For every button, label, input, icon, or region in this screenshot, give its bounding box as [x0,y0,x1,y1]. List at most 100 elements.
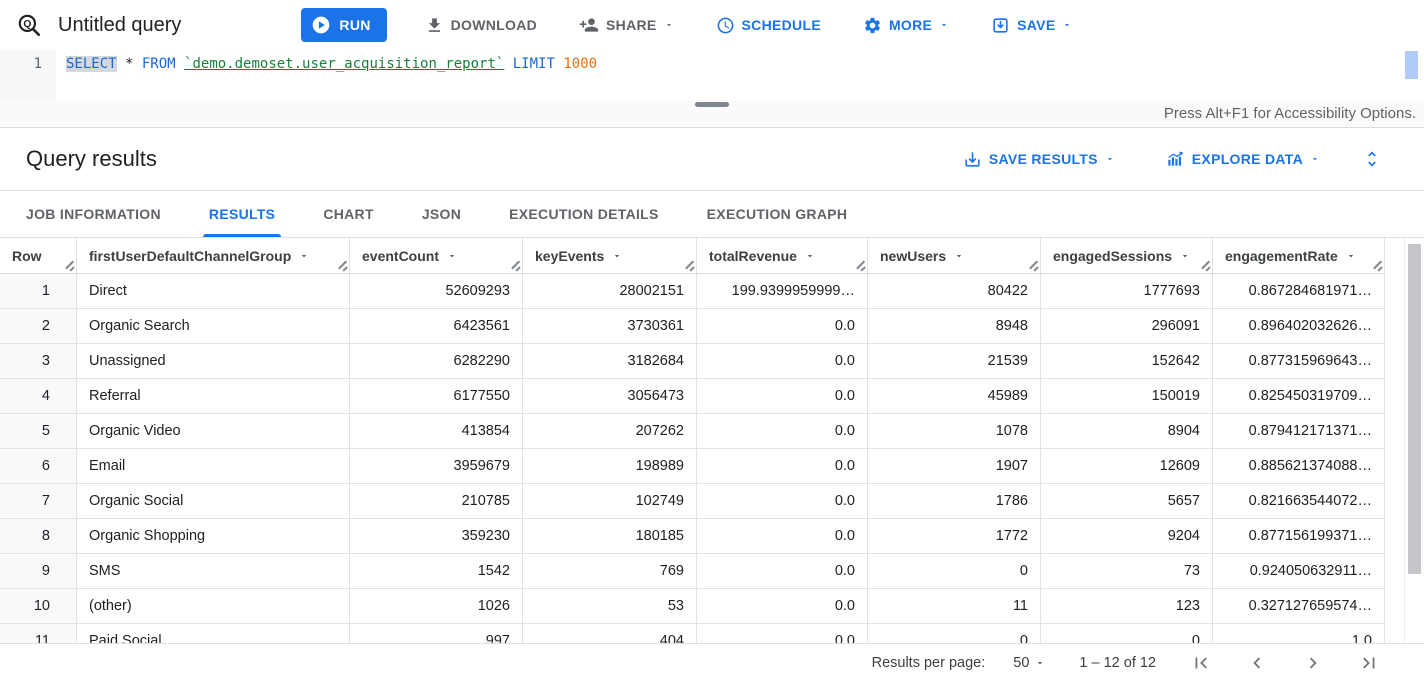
table-cell[interactable]: 5657 [1041,484,1213,518]
column-resize-handle[interactable] [510,260,521,271]
table-cell[interactable]: 6177550 [350,379,523,413]
table-cell[interactable]: 0.879412171371… [1213,414,1385,448]
table-cell[interactable]: Direct [77,274,350,308]
row-number-cell[interactable]: 2 [0,309,77,343]
table-cell[interactable]: 0.885621374088… [1213,449,1385,483]
column-header-engagementRate[interactable]: engagementRate [1213,238,1385,273]
table-cell[interactable]: 73 [1041,554,1213,588]
share-button[interactable]: SHARE [569,9,684,41]
table-cell[interactable]: 3056473 [523,379,697,413]
table-cell[interactable]: 404 [523,624,697,643]
table-cell[interactable]: 3182684 [523,344,697,378]
table-cell[interactable]: 123 [1041,589,1213,623]
table-cell[interactable]: 150019 [1041,379,1213,413]
run-button[interactable]: RUN [301,8,387,42]
table-cell[interactable]: Organic Social [77,484,350,518]
table-cell[interactable]: 0 [868,624,1041,643]
table-cell[interactable]: 0.877315969643… [1213,344,1385,378]
editor-scrollbar[interactable] [1405,51,1418,79]
table-cell[interactable]: 198989 [523,449,697,483]
table-cell[interactable]: Unassigned [77,344,350,378]
table-cell[interactable]: 102749 [523,484,697,518]
table-cell[interactable]: 359230 [350,519,523,553]
table-cell[interactable]: 199.9399959999… [697,274,868,308]
table-cell[interactable]: 769 [523,554,697,588]
table-cell[interactable]: Paid Social [77,624,350,643]
table-cell[interactable]: 8904 [1041,414,1213,448]
splitter-drag-handle[interactable] [695,102,729,107]
row-number-cell[interactable]: 9 [0,554,77,588]
column-menu-icon[interactable] [447,251,457,261]
table-cell[interactable]: 210785 [350,484,523,518]
table-cell[interactable]: 0.0 [697,379,868,413]
column-resize-handle[interactable] [1372,260,1383,271]
column-header-firstUserDefaultChannelGroup[interactable]: firstUserDefaultChannelGroup [77,238,350,273]
table-cell[interactable]: 9204 [1041,519,1213,553]
table-cell[interactable]: 0.0 [697,624,868,643]
first-page-button[interactable] [1190,652,1212,674]
row-number-cell[interactable]: 5 [0,414,77,448]
table-cell[interactable]: 12609 [1041,449,1213,483]
table-cell[interactable]: Organic Shopping [77,519,350,553]
table-cell[interactable]: 0.924050632911… [1213,554,1385,588]
column-menu-icon[interactable] [805,251,815,261]
table-cell[interactable]: 80422 [868,274,1041,308]
column-header-totalRevenue[interactable]: totalRevenue [697,238,868,273]
table-cell[interactable]: Organic Video [77,414,350,448]
row-number-cell[interactable]: 7 [0,484,77,518]
table-cell[interactable]: 0.0 [697,589,868,623]
table-cell[interactable]: 1907 [868,449,1041,483]
save-results-button[interactable]: SAVE RESULTS [953,144,1125,175]
table-cell[interactable]: 3959679 [350,449,523,483]
table-cell[interactable]: 0.0 [697,484,868,518]
tab-json[interactable]: JSON [398,191,485,237]
page-size-select[interactable]: 50 [1013,655,1045,671]
table-cell[interactable]: Organic Search [77,309,350,343]
table-cell[interactable]: 1078 [868,414,1041,448]
table-cell[interactable]: 296091 [1041,309,1213,343]
tab-results[interactable]: RESULTS [185,191,299,237]
table-cell[interactable]: 0 [1041,624,1213,643]
table-cell[interactable]: 21539 [868,344,1041,378]
table-vertical-scrollbar[interactable] [1404,238,1424,643]
table-cell[interactable]: 0.0 [697,309,868,343]
table-cell[interactable]: 180185 [523,519,697,553]
next-page-button[interactable] [1302,652,1324,674]
table-cell[interactable]: 6282290 [350,344,523,378]
column-resize-handle[interactable] [1200,260,1211,271]
table-cell[interactable]: 0.896402032626… [1213,309,1385,343]
tab-job-information[interactable]: JOB INFORMATION [2,191,185,237]
table-cell[interactable]: 0.0 [697,554,868,588]
column-menu-icon[interactable] [1180,251,1190,261]
table-cell[interactable]: 1786 [868,484,1041,518]
table-cell[interactable]: 6423561 [350,309,523,343]
table-cell[interactable]: 28002151 [523,274,697,308]
column-menu-icon[interactable] [954,251,964,261]
table-cell[interactable]: Referral [77,379,350,413]
table-cell[interactable]: 3730361 [523,309,697,343]
column-resize-handle[interactable] [337,260,348,271]
table-cell[interactable]: 0.0 [697,344,868,378]
row-number-cell[interactable]: 1 [0,274,77,308]
column-header-keyEvents[interactable]: keyEvents [523,238,697,273]
last-page-button[interactable] [1358,652,1380,674]
schedule-button[interactable]: SCHEDULE [706,10,831,41]
table-cell[interactable]: 1772 [868,519,1041,553]
sql-table-reference[interactable]: `demo.demoset.user_acquisition_report` [184,56,505,72]
row-number-cell[interactable]: 6 [0,449,77,483]
row-number-cell[interactable]: 8 [0,519,77,553]
table-cell[interactable]: 1542 [350,554,523,588]
table-cell[interactable]: 0.821663544072… [1213,484,1385,518]
column-resize-handle[interactable] [64,260,75,271]
row-number-cell[interactable]: 3 [0,344,77,378]
table-cell[interactable]: 207262 [523,414,697,448]
table-cell[interactable]: 11 [868,589,1041,623]
table-cell[interactable]: 0.327127659574… [1213,589,1385,623]
table-cell[interactable]: 0.0 [697,519,868,553]
save-button[interactable]: SAVE [981,10,1082,41]
table-cell[interactable]: 152642 [1041,344,1213,378]
tab-execution-details[interactable]: EXECUTION DETAILS [485,191,683,237]
table-cell[interactable]: Email [77,449,350,483]
table-cell[interactable]: 53 [523,589,697,623]
table-cell[interactable]: 0.0 [697,414,868,448]
